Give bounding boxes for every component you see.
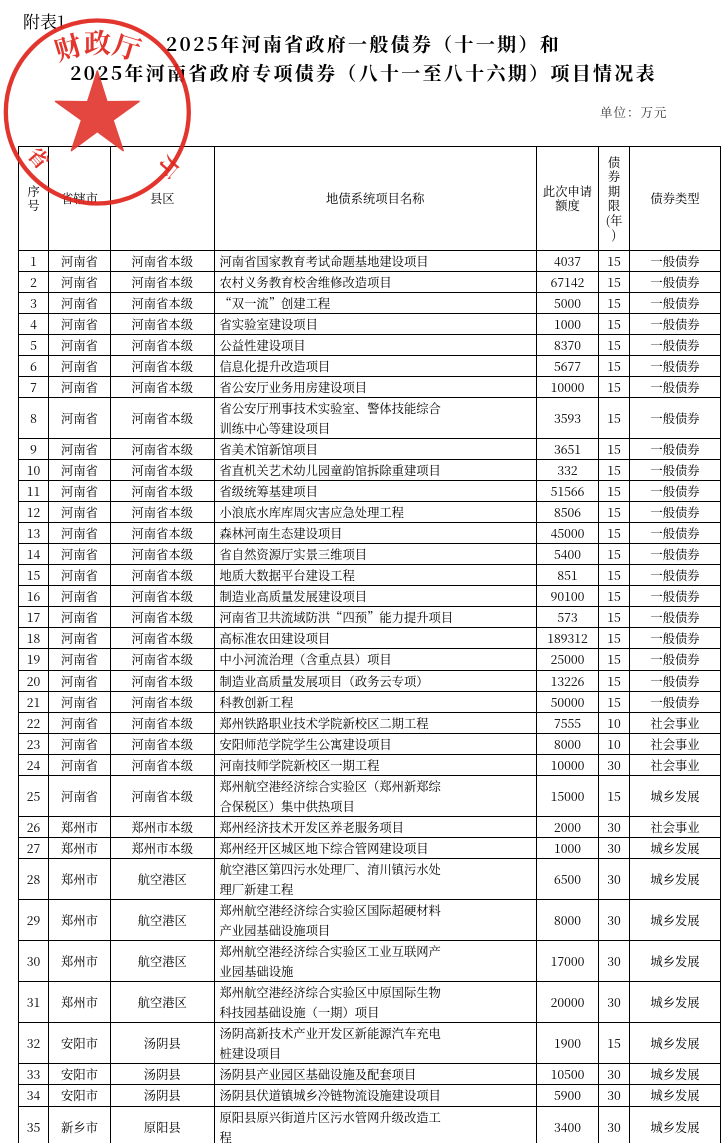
svg-text:财政厅: 财政厅 — [49, 22, 146, 69]
